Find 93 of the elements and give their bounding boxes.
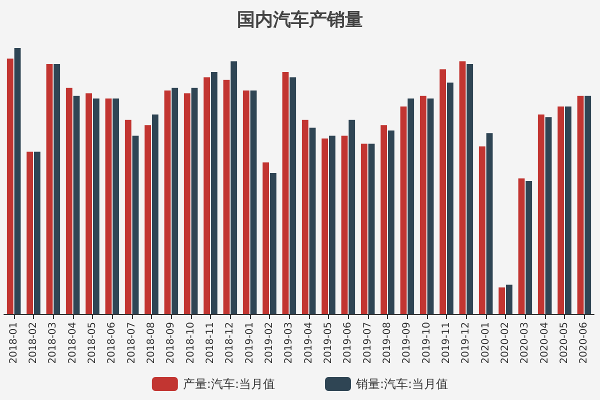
bar — [459, 61, 466, 314]
bar — [538, 114, 544, 314]
bar — [584, 96, 592, 314]
x-tick-label: 2018-09 — [166, 322, 177, 364]
bar — [348, 120, 356, 314]
x-tick-label: 2018-01 — [8, 322, 20, 364]
bar — [54, 64, 60, 314]
bar — [466, 64, 474, 314]
x-tick-label: 2018-10 — [185, 322, 196, 364]
bar — [309, 128, 316, 314]
bar — [545, 117, 552, 314]
bar — [223, 80, 230, 314]
bar — [360, 144, 368, 314]
bar — [328, 136, 336, 314]
bar — [250, 90, 257, 314]
bar — [446, 82, 454, 314]
x-tick-label: 2019-03 — [284, 322, 295, 364]
bar — [112, 98, 120, 314]
bar — [400, 106, 407, 314]
bar — [558, 106, 564, 314]
bar — [46, 64, 53, 314]
bar — [204, 77, 210, 314]
bar — [380, 125, 388, 314]
x-tick-label: 2019-06 — [342, 322, 354, 364]
bar — [92, 98, 100, 314]
bar — [518, 178, 525, 314]
x-tick-label: 2020-03 — [520, 322, 531, 364]
legend-label: 销量:汽车:当月值 — [355, 377, 448, 391]
bar — [526, 181, 532, 314]
x-tick-label: 2019-10 — [421, 322, 432, 364]
x-tick-label: 2018-02 — [28, 322, 39, 364]
bar — [388, 130, 394, 314]
bar — [368, 144, 375, 314]
chart-title: 国内汽车产销量 — [237, 10, 363, 30]
bar — [302, 120, 308, 314]
x-tick-label: 2019-09 — [402, 322, 413, 364]
bar — [242, 90, 250, 314]
x-tick-label: 2020-04 — [539, 322, 550, 364]
bar — [144, 125, 152, 314]
x-tick-label: 2019-04 — [303, 322, 314, 364]
bar — [34, 152, 40, 314]
bar — [270, 173, 276, 314]
bar — [184, 93, 190, 314]
bar — [73, 96, 80, 314]
bar — [66, 88, 72, 314]
x-tick-label: 2019-11 — [441, 322, 452, 364]
bar — [210, 72, 218, 314]
bar — [427, 98, 434, 314]
bar — [262, 162, 270, 314]
bar — [564, 106, 572, 314]
x-tick-label: 2020-06 — [578, 322, 590, 364]
bar — [577, 96, 584, 314]
bar — [322, 138, 328, 314]
x-tick-label: 2020-02 — [500, 322, 511, 364]
bar — [408, 98, 414, 314]
bar — [478, 146, 486, 314]
x-tick-label: 2018-03 — [48, 322, 59, 364]
bar — [6, 58, 14, 314]
bar — [152, 114, 158, 314]
bar — [105, 98, 112, 314]
bar — [290, 77, 296, 314]
x-tick-label: 2018-08 — [146, 322, 157, 364]
x-tick-label: 2020-01 — [480, 322, 492, 364]
x-tick-label: 2018-12 — [224, 322, 236, 364]
bar — [132, 136, 139, 314]
legend-label: 产量:汽车:当月值 — [182, 377, 276, 391]
bar — [341, 136, 348, 314]
bar — [282, 72, 289, 314]
bar — [26, 152, 34, 314]
x-tick-label: 2019-05 — [323, 322, 334, 364]
bar — [14, 48, 21, 314]
x-tick-label: 2020-05 — [559, 322, 570, 364]
bar — [164, 90, 171, 314]
x-tick-label: 2018-07 — [126, 322, 138, 364]
bar — [506, 284, 512, 314]
x-tick-label: 2018-04 — [67, 322, 78, 364]
x-tick-label: 2019-01 — [244, 322, 256, 364]
bar — [420, 96, 426, 314]
bar — [86, 93, 92, 314]
x-tick-label: 2019-12 — [460, 322, 472, 364]
x-tick-label: 2018-06 — [106, 322, 118, 364]
bar — [440, 69, 446, 314]
bar — [191, 88, 198, 314]
x-tick-label: 2019-07 — [362, 322, 374, 364]
bar — [172, 88, 178, 314]
x-tick-label: 2019-08 — [382, 322, 393, 364]
x-tick-label: 2018-05 — [87, 322, 98, 364]
x-tick-label: 2018-11 — [205, 322, 216, 364]
bar — [486, 133, 493, 314]
bar — [230, 61, 238, 314]
x-tick-label: 2019-02 — [264, 322, 275, 364]
bar — [124, 120, 132, 314]
bar — [498, 287, 506, 314]
